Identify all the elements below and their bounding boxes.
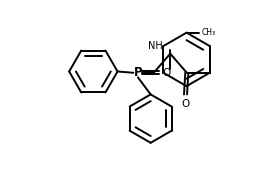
Text: NH: NH: [148, 41, 163, 51]
Text: P: P: [134, 66, 142, 79]
Text: O: O: [162, 68, 170, 78]
Text: CH₃: CH₃: [201, 28, 216, 37]
Text: O: O: [182, 99, 190, 109]
